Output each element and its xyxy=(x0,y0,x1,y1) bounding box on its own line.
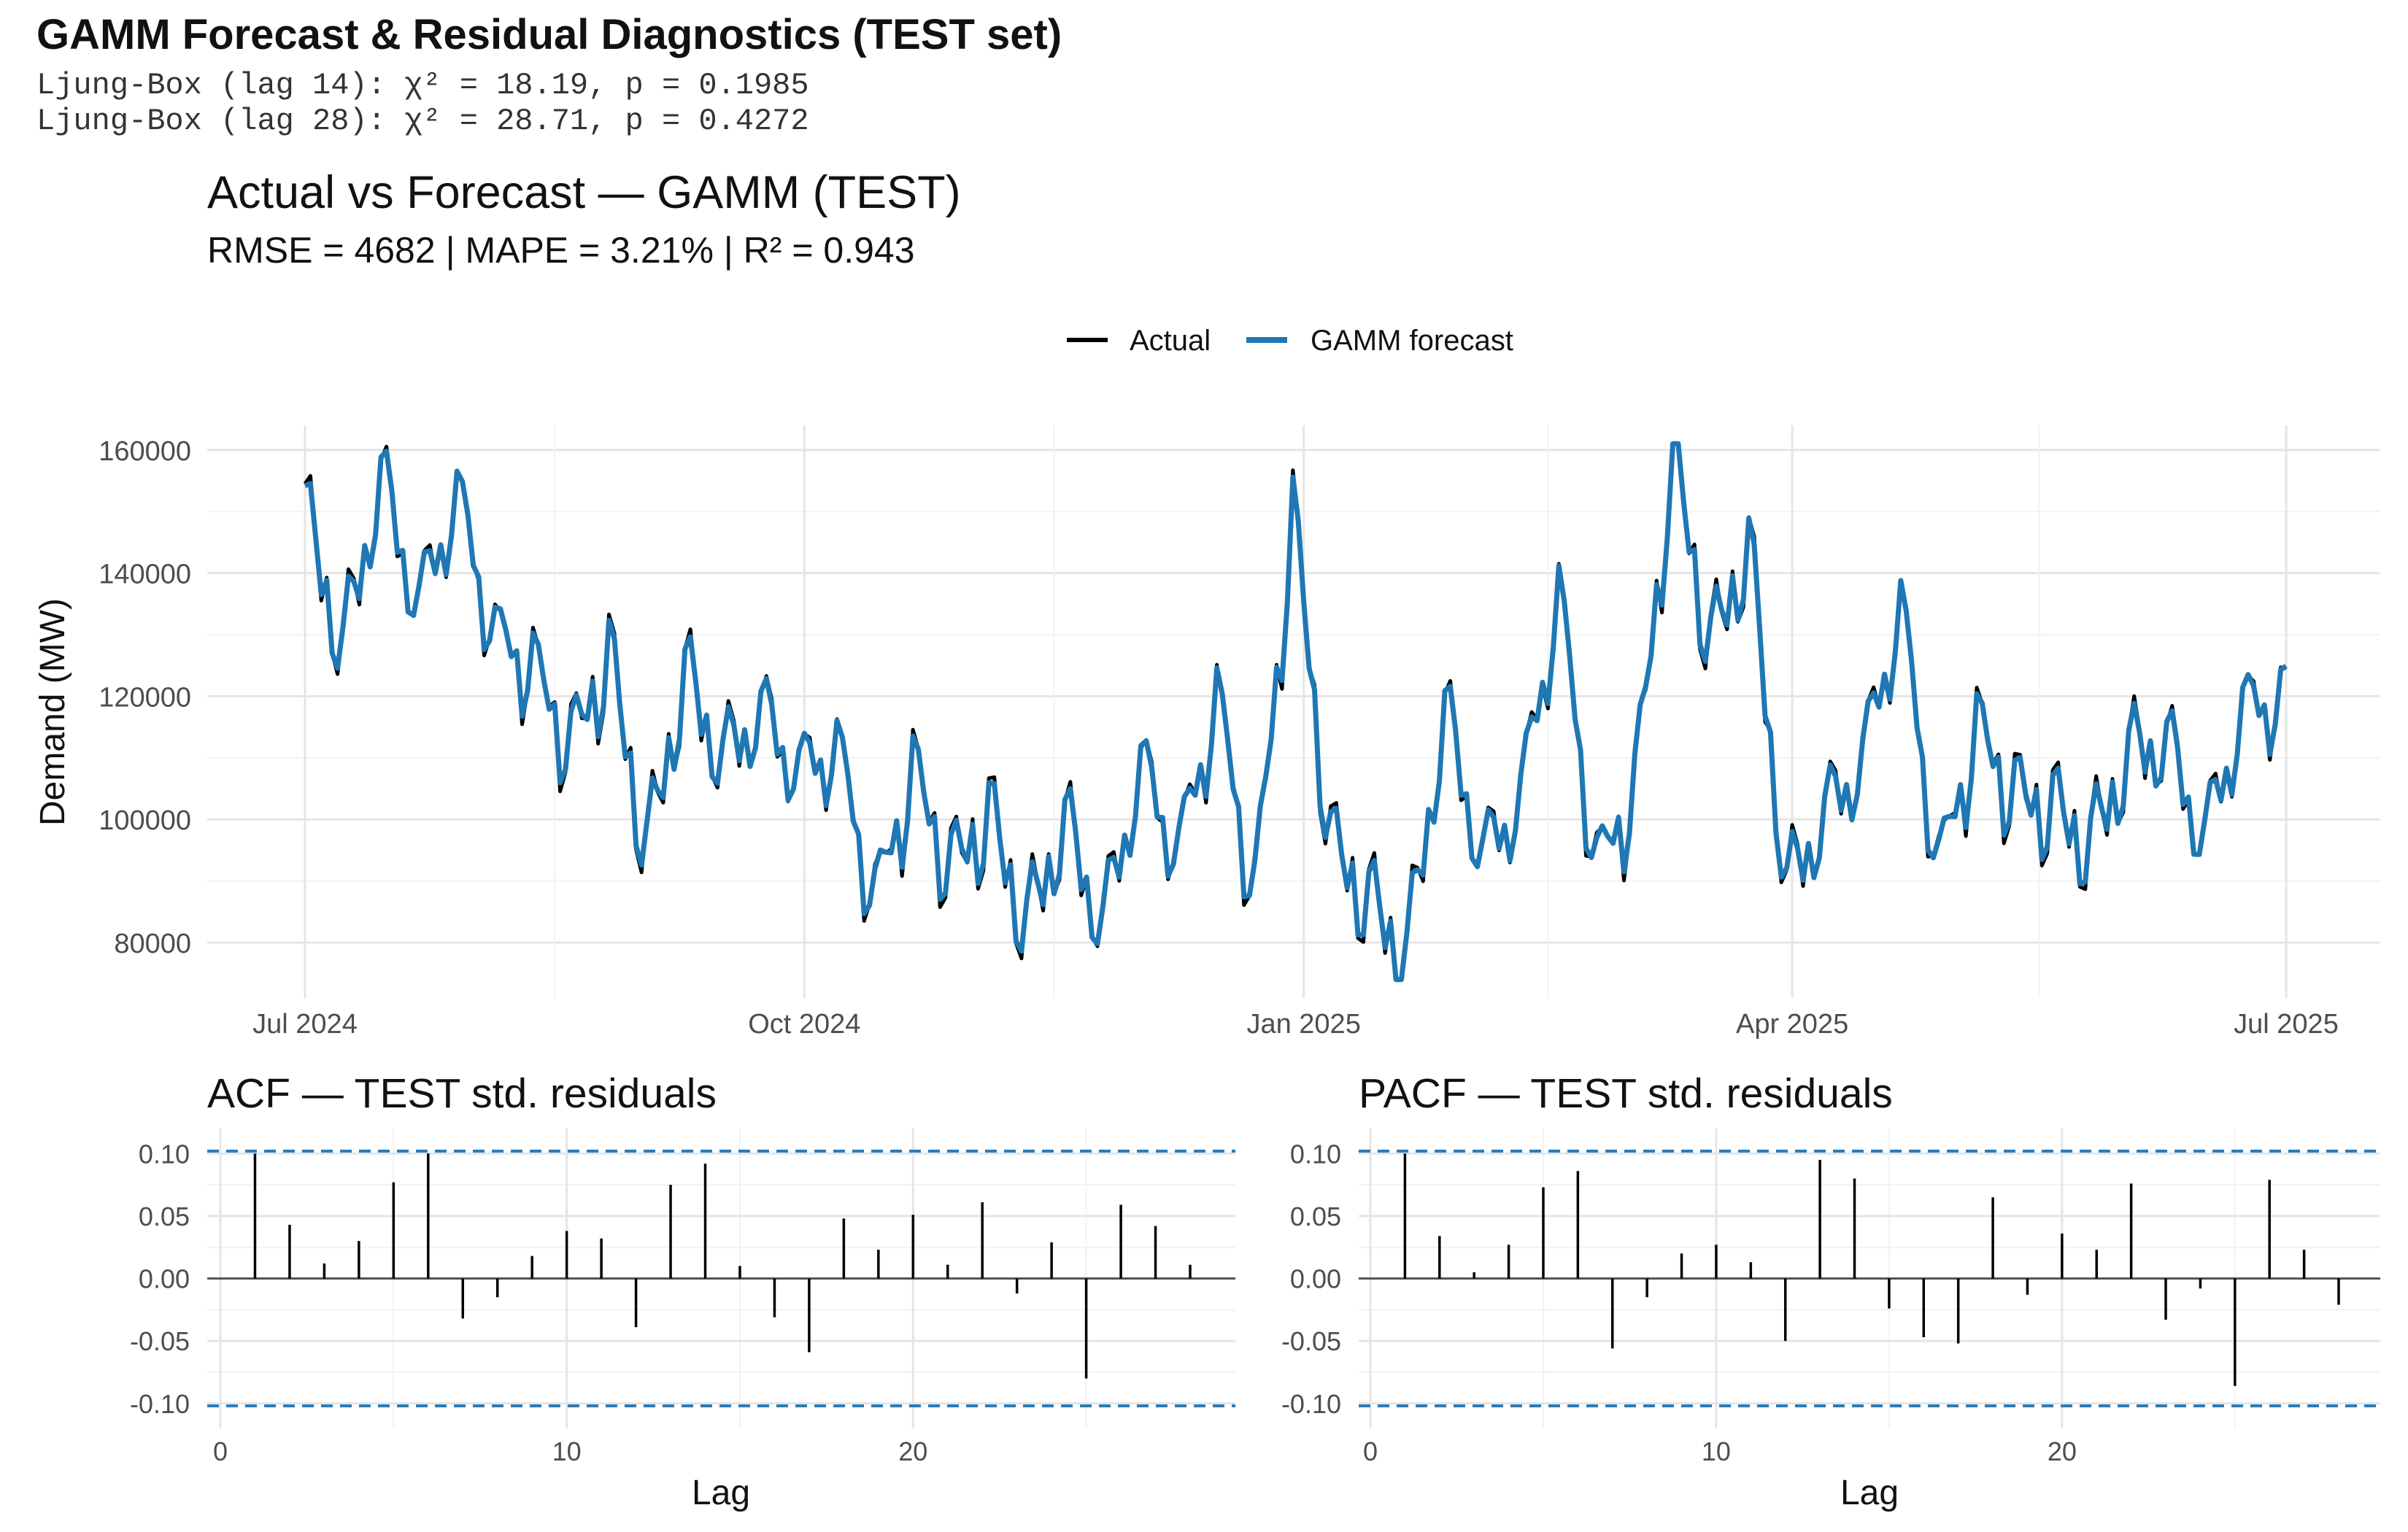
pacf-x-tick-label: 10 xyxy=(1702,1436,1731,1466)
pacf-y-tick-label: 0.00 xyxy=(1290,1264,1341,1294)
acf-y-tick-label: -0.05 xyxy=(130,1326,190,1356)
forecast-y-tick-label: 100000 xyxy=(99,805,191,836)
pacf-y-tick-label: -0.10 xyxy=(1281,1389,1341,1419)
acf-x-tick-label: 0 xyxy=(213,1436,228,1466)
forecast-y-tick-label: 140000 xyxy=(99,560,191,590)
forecast-x-tick-label: Oct 2024 xyxy=(748,1009,860,1040)
acf-y-tick-label: -0.10 xyxy=(130,1389,190,1419)
forecast-x-tick-label: Jul 2025 xyxy=(2234,1009,2339,1040)
legend-label-actual: Actual xyxy=(1130,325,1211,357)
legend-label-forecast: GAMM forecast xyxy=(1311,325,1513,357)
forecast-chart-title: Actual vs Forecast — GAMM (TEST) xyxy=(207,167,961,218)
pacf-x-tick-label: 20 xyxy=(2048,1436,2077,1466)
forecast-y-tick-label: 160000 xyxy=(99,436,191,467)
acf-x-tick-label: 10 xyxy=(552,1436,582,1466)
acf-x-tick-label: 20 xyxy=(898,1436,927,1466)
pacf-y-tick-label: 0.10 xyxy=(1290,1139,1341,1169)
forecast-x-tick-label: Jan 2025 xyxy=(1246,1009,1360,1040)
acf-y-tick-label: 0.10 xyxy=(139,1139,190,1169)
pacf-x-axis-label: Lag xyxy=(1840,1474,1899,1512)
forecast-panel: 80000 100000 120000 140000 160000 Jul 2024 Oct… xyxy=(34,325,2380,1040)
pacf-y-tick-label: -0.05 xyxy=(1281,1326,1341,1356)
pacf-panel: 0.10 0.05 0.00 -0.05 -0.10 0 10 20 Lag xyxy=(1281,1129,2380,1512)
figure-title: GAMM Forecast & Residual Diagnostics (TE… xyxy=(36,11,1062,58)
acf-y-tick-label: 0.00 xyxy=(139,1264,190,1294)
acf-chart-title: ACF — TEST std. residuals xyxy=(207,1070,717,1117)
ljung-box-lag28: Ljung-Box (lag 28): χ² = 28.71, p = 0.42… xyxy=(36,104,809,139)
forecast-y-axis-label: Demand (MW) xyxy=(34,598,72,826)
pacf-chart-title: PACF — TEST std. residuals xyxy=(1359,1070,1893,1117)
acf-y-tick-label: 0.05 xyxy=(139,1202,190,1231)
series-line-gamm-forecast xyxy=(304,441,2288,983)
acf-x-axis-label: Lag xyxy=(692,1474,750,1512)
forecast-x-tick-label: Jul 2024 xyxy=(252,1009,358,1040)
forecast-chart-subtitle: RMSE = 4682 | MAPE = 3.21% | R² = 0.943 xyxy=(207,230,915,271)
forecast-y-tick-label: 80000 xyxy=(114,929,191,959)
pacf-x-tick-label: 0 xyxy=(1363,1436,1378,1466)
forecast-y-tick-label: 120000 xyxy=(99,682,191,713)
ljung-box-lag14: Ljung-Box (lag 14): χ² = 18.19, p = 0.19… xyxy=(36,68,809,103)
acf-panel: 0.10 0.05 0.00 -0.05 -0.10 0 10 20 Lag xyxy=(130,1129,1235,1512)
pacf-y-tick-label: 0.05 xyxy=(1290,1202,1341,1231)
forecast-x-tick-label: Apr 2025 xyxy=(1736,1009,1848,1040)
